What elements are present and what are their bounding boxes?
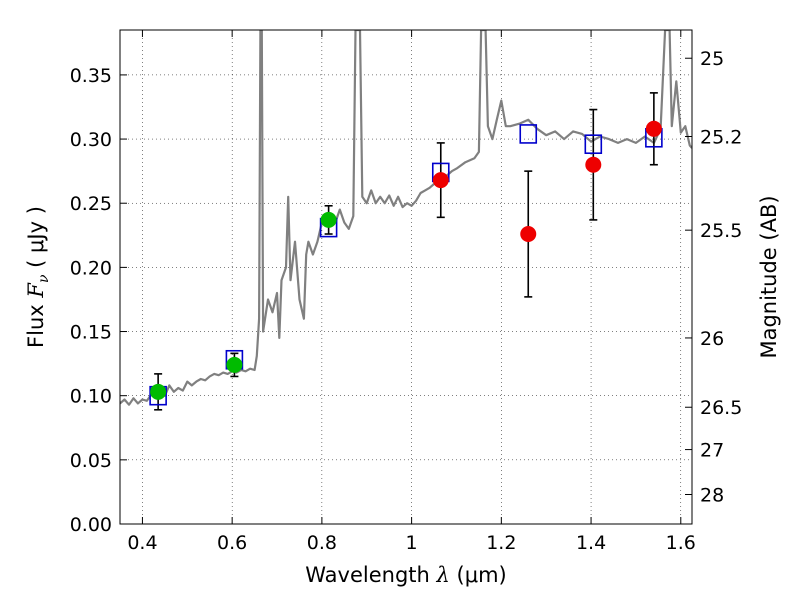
y2-tick-label: 25.2 <box>700 126 742 148</box>
x-axis-label: Wavelength λ (μm) <box>305 563 506 587</box>
axis-ticks: 0.4 0.6 0.8 1 1.2 1.4 1.6 0.00 0.05 0.10 0.15 0.20 0… <box>70 30 742 554</box>
observed-point <box>432 172 449 189</box>
observed-point <box>226 356 243 373</box>
grid <box>120 30 692 525</box>
observed-photometry-series <box>150 120 662 400</box>
x-tick-label: 0.4 <box>127 532 157 554</box>
observed-point <box>520 226 537 243</box>
y2-tick-label: 25.5 <box>700 220 742 242</box>
x-tick-label: 0.6 <box>217 532 247 554</box>
y-tick-label: 0.30 <box>70 129 112 151</box>
spectrum-series <box>120 30 692 406</box>
y-tick-label: 0.00 <box>70 514 112 536</box>
x-tick-label: 1 <box>406 532 418 554</box>
y-tick-label: 0.15 <box>70 322 112 344</box>
y-tick-label: 0.25 <box>70 193 112 215</box>
y2-tick-label: 28 <box>700 484 724 506</box>
model-photometry-square <box>519 124 538 144</box>
spectrum-line <box>120 30 692 406</box>
y-tick-label: 0.35 <box>70 65 112 87</box>
y2-tick-label: 26.5 <box>700 397 742 419</box>
y2-tick-label: 26 <box>700 328 724 350</box>
x-tick-label: 1.2 <box>486 532 516 554</box>
x-tick-label: 1.6 <box>666 532 696 554</box>
observed-point <box>320 211 337 228</box>
y-tick-label: 0.10 <box>70 386 112 408</box>
y2-tick-label: 27 <box>700 440 724 462</box>
x-tick-label: 0.8 <box>307 532 337 554</box>
model-photometry-square <box>584 134 603 154</box>
observed-point <box>645 120 662 137</box>
observed-point <box>150 383 167 400</box>
y2-axis-label: Magnitude (AB) <box>757 195 781 358</box>
y-tick-label: 0.05 <box>70 450 112 472</box>
plot-frame <box>119 29 693 525</box>
y2-tick-label: 25 <box>700 48 724 70</box>
y-axis-label: Flux Fν ( μJy ) <box>24 206 52 348</box>
y-tick-label: 0.20 <box>70 257 112 279</box>
observed-point <box>585 156 602 173</box>
x-tick-label: 1.4 <box>576 532 606 554</box>
